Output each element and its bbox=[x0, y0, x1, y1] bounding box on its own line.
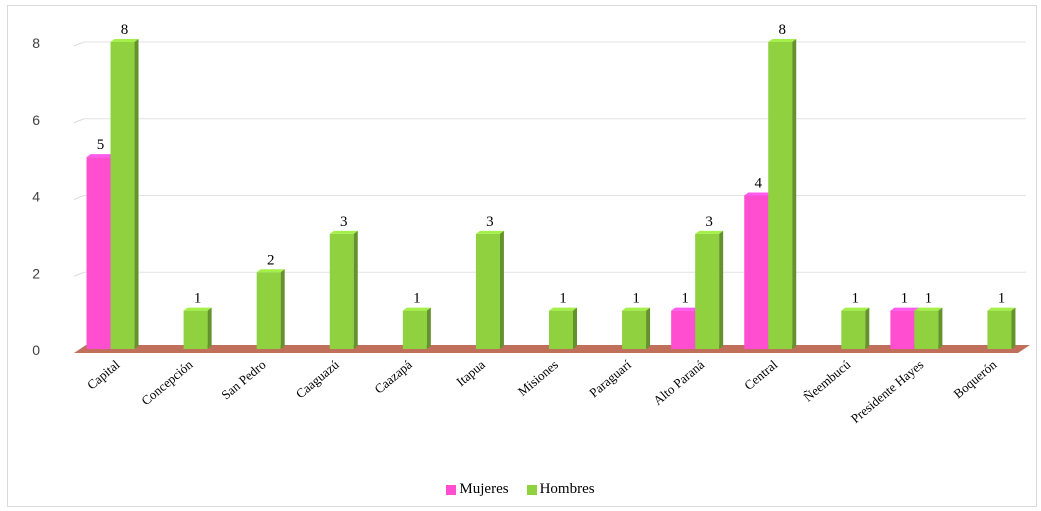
bar-hombres-7 bbox=[622, 307, 651, 349]
data-label-hombres-10: 1 bbox=[852, 291, 860, 307]
gridlines bbox=[73, 41, 1026, 277]
data-label-mujeres-9: 4 bbox=[754, 176, 762, 192]
y-tick-label: 4 bbox=[32, 189, 40, 205]
x-category-label: Central bbox=[741, 357, 780, 393]
gridline-diag bbox=[73, 271, 85, 277]
legend-item-mujeres: Mujeres bbox=[446, 481, 509, 498]
bar-hombres-10 bbox=[841, 307, 870, 349]
x-category-label: Caazapá bbox=[371, 357, 415, 397]
bar-mujeres-11 bbox=[890, 307, 919, 349]
chart-frame bbox=[7, 5, 1037, 507]
x-category-label: Caaguazú bbox=[293, 356, 342, 401]
x-category-label: Alto Paraná bbox=[650, 357, 707, 408]
bar-mujeres-8 bbox=[671, 307, 700, 349]
x-category-label: Ñeembucú bbox=[800, 356, 853, 404]
data-label-hombres-0: 8 bbox=[121, 22, 129, 38]
x-category-label: Capital bbox=[84, 357, 123, 393]
data-label-hombres-4: 1 bbox=[413, 291, 421, 307]
bar-hombres-2 bbox=[256, 269, 285, 349]
x-category-label: Itapua bbox=[453, 357, 488, 390]
y-tick-label: 8 bbox=[32, 35, 40, 51]
data-label-hombres-5: 3 bbox=[486, 214, 494, 230]
bar-hombres-4 bbox=[402, 307, 431, 349]
x-category-label: Misiones bbox=[515, 357, 561, 399]
data-label-hombres-7: 1 bbox=[632, 291, 640, 307]
data-label-hombres-3: 3 bbox=[340, 214, 348, 230]
legend-item-hombres: Hombres bbox=[526, 481, 595, 498]
data-label-hombres-8: 3 bbox=[705, 214, 713, 230]
data-label-hombres-11: 1 bbox=[925, 291, 933, 307]
y-tick-label: 2 bbox=[32, 265, 40, 281]
data-label-hombres-1: 1 bbox=[194, 291, 202, 307]
x-axis-categories: Capital Concepción San Pedro Caaguazú Caazap… bbox=[84, 356, 1000, 426]
y-axis: 0 2 4 6 8 bbox=[32, 35, 40, 358]
y-tick-label: 0 bbox=[32, 342, 40, 358]
data-label-hombres-2: 2 bbox=[267, 252, 275, 268]
x-category-label: Boquerón bbox=[950, 356, 999, 401]
legend-label-mujeres: Mujeres bbox=[459, 481, 509, 497]
legend-swatch-hombres bbox=[526, 484, 537, 495]
bar-mujeres-0 bbox=[86, 154, 115, 349]
legend-swatch-mujeres bbox=[446, 484, 457, 495]
x-category-label: Concepción bbox=[138, 356, 196, 408]
data-label-mujeres-8: 1 bbox=[681, 291, 689, 307]
bar-hombres-12 bbox=[987, 307, 1016, 349]
bar-hombres-6 bbox=[549, 307, 577, 349]
bar-hombres-9 bbox=[768, 39, 797, 349]
data-label-hombres-6: 1 bbox=[559, 291, 567, 307]
bar-mujeres-9 bbox=[744, 192, 773, 349]
bar-hombres-5 bbox=[475, 230, 504, 349]
data-label-mujeres-11: 1 bbox=[901, 291, 909, 307]
x-category-label: Paraguarí bbox=[586, 357, 634, 401]
y-tick-label: 6 bbox=[32, 112, 40, 128]
bar-hombres-11 bbox=[914, 307, 943, 349]
x-category-label: San Pedro bbox=[218, 357, 268, 403]
bar-hombres-8 bbox=[695, 230, 724, 349]
bars bbox=[86, 39, 1016, 349]
bar-hombres-3 bbox=[329, 230, 358, 349]
gridline-diag bbox=[73, 118, 85, 124]
x-category-label: Presidente Hayes bbox=[848, 357, 927, 426]
gridline-diag bbox=[73, 41, 85, 47]
legend-label-hombres: Hombres bbox=[539, 481, 595, 497]
data-label-hombres-9: 8 bbox=[778, 22, 786, 38]
legend: Mujeres Hombres bbox=[0, 481, 1041, 498]
bar-hombres-1 bbox=[183, 307, 212, 349]
gridline-diag bbox=[73, 195, 85, 200]
data-label-hombres-12: 1 bbox=[998, 291, 1006, 307]
bar-hombres-0 bbox=[110, 39, 139, 349]
data-label-mujeres-0: 5 bbox=[97, 137, 105, 153]
